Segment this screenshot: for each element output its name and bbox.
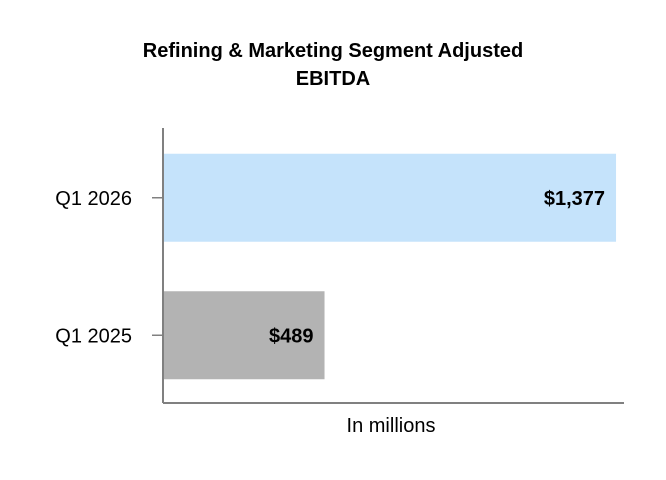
data-label-q1-2026: $1,377 [544, 188, 605, 210]
chart-title-line-2: EBITDA [295, 68, 371, 90]
labels-layer: Q1 2026 $1,377 Q1 2025 $489 [55, 188, 605, 348]
bars-layer [164, 153, 617, 380]
chart-title-line-1: Refining & Marketing Segment Adjusted [142, 40, 524, 62]
x-axis-title: In millions [347, 415, 436, 437]
bar-q1-2026 [164, 153, 617, 242]
bar-q1-2025 [164, 291, 325, 380]
data-label-q1-2025: $489 [269, 325, 314, 347]
category-label-q1-2025: Q1 2025 [55, 325, 132, 347]
category-label-q1-2026: Q1 2026 [55, 188, 132, 210]
